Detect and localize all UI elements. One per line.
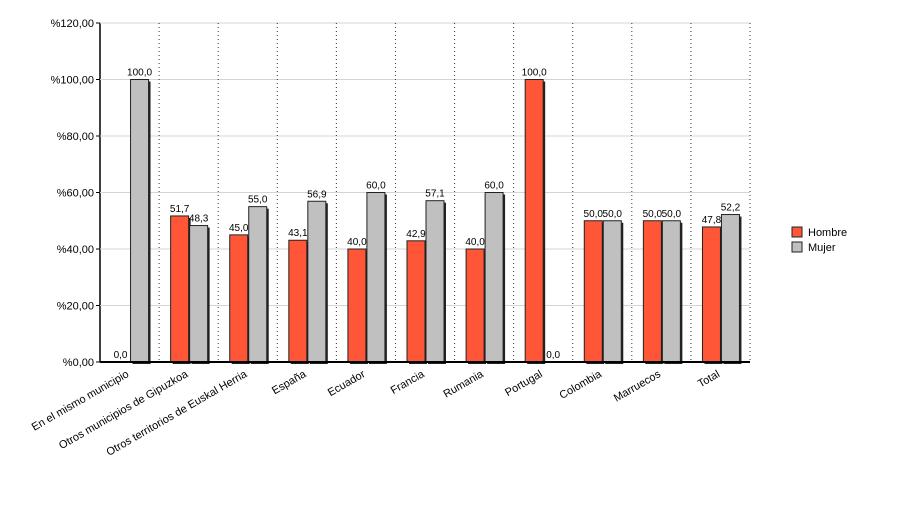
bar: [720, 214, 740, 363]
bar: [347, 248, 367, 363]
legend-swatch: [791, 226, 803, 238]
x-tick-label: Ecuador: [326, 368, 368, 399]
value-label: 42,9: [406, 229, 426, 240]
value-label: 40,0: [347, 237, 367, 248]
value-label: 45,0: [229, 223, 249, 234]
x-tick-label: Portugal: [503, 368, 544, 399]
value-label: 50,0: [643, 209, 663, 220]
bar: [642, 220, 662, 363]
bar: [366, 192, 386, 363]
x-tick-label: En el mismo municipio: [30, 368, 131, 433]
bar: [583, 220, 603, 363]
value-label: 57,1: [425, 189, 445, 200]
y-tick-label: %100,00: [51, 75, 94, 87]
bar: [288, 239, 308, 363]
bar: [229, 234, 249, 363]
value-label: 43,1: [288, 228, 308, 239]
value-label: 60,0: [366, 181, 386, 192]
bar: [425, 200, 445, 363]
bar: [524, 79, 544, 363]
value-label: 50,0: [603, 209, 623, 220]
y-tick-label: %60,00: [57, 188, 94, 200]
y-tick-label: %20,00: [57, 301, 94, 313]
y-tick-label: %80,00: [57, 131, 94, 143]
bar: [307, 200, 327, 363]
value-label: 47,8: [702, 215, 722, 226]
bar: [484, 192, 504, 363]
x-tick-label: Colombia: [558, 368, 605, 402]
x-tick-label: Total: [696, 368, 722, 390]
bar: [189, 225, 209, 363]
bar: [602, 220, 622, 363]
value-label: 51,7: [170, 204, 190, 215]
bar: [130, 79, 150, 363]
value-label: 40,0: [465, 237, 485, 248]
y-tick-label: %0,00: [63, 357, 94, 369]
value-label: 0,0: [546, 350, 560, 361]
bar: [406, 240, 426, 363]
x-tick-label: Marruecos: [612, 368, 663, 405]
value-label: 52,2: [721, 203, 741, 214]
y-tick-label: %120,00: [51, 18, 94, 30]
value-label: 48,3: [189, 214, 209, 225]
value-label: 50,0: [584, 209, 604, 220]
value-label: 0,0: [114, 350, 128, 361]
bar: [701, 226, 721, 363]
y-tick-label: %40,00: [57, 244, 94, 256]
legend-swatch: [791, 241, 803, 253]
x-tick-label: Francia: [389, 368, 428, 397]
value-label: 50,0: [662, 209, 682, 220]
value-label: 60,0: [484, 181, 504, 192]
legend-label: Hombre: [808, 227, 847, 239]
value-label: 55,0: [248, 195, 268, 206]
bar: [170, 215, 190, 363]
value-label: 100,0: [522, 68, 547, 79]
legend-label: Mujer: [808, 242, 836, 254]
value-label: 100,0: [127, 68, 152, 79]
bar: [465, 248, 485, 363]
x-tick-label: Rumania: [441, 368, 486, 401]
value-label: 56,9: [307, 189, 327, 200]
x-tick-label: España: [270, 368, 309, 397]
bar: [661, 220, 681, 363]
bar: [248, 206, 268, 363]
